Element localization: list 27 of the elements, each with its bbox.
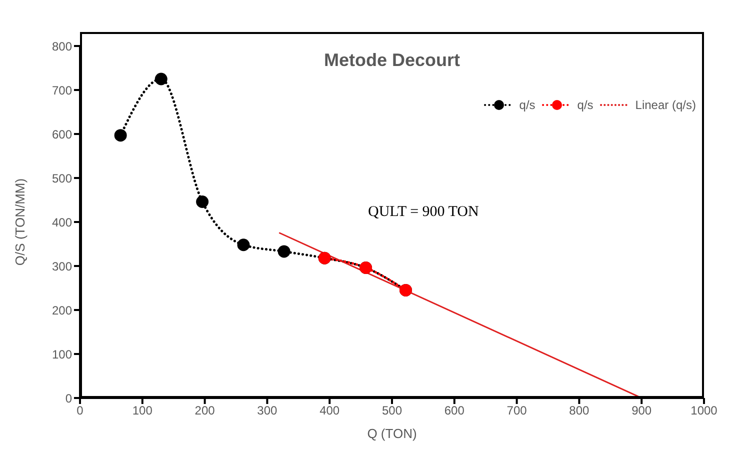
x-tick-label: 300	[257, 404, 278, 418]
y-tick-label: 500	[52, 171, 72, 186]
y-tick-label: 0	[65, 391, 72, 406]
y-tick-label: 400	[52, 215, 72, 230]
x-tick-label: 400	[320, 404, 340, 418]
legend-label: q/s	[519, 98, 536, 112]
x-tick-label: 500	[382, 404, 402, 418]
y-axis-title: Q/S (TON/MM)	[12, 178, 28, 266]
chart-title: Metode Decourt	[322, 50, 461, 71]
legend-label: q/s	[577, 98, 594, 112]
x-axis-title: Q (TON)	[367, 426, 417, 441]
y-tick-label: 100	[52, 347, 72, 362]
y-tick-label: 700	[52, 83, 72, 98]
legend-label: Linear (q/s)	[635, 98, 696, 112]
x-tick-label: 900	[632, 404, 652, 418]
y-tick-label: 600	[52, 127, 72, 142]
x-tick-label: 100	[132, 404, 153, 418]
x-tick-label: 200	[194, 404, 216, 418]
y-tick-label: 200	[52, 303, 72, 318]
y-tick-label: 800	[52, 39, 72, 54]
x-tick-label: 700	[506, 404, 528, 418]
x-tick-label: 800	[569, 404, 590, 418]
x-tick-label: 600	[444, 404, 465, 418]
annotation: QULT = 900 TON	[368, 204, 479, 221]
x-tick-label: 0	[76, 404, 84, 418]
x-tick-label: 1000	[690, 404, 718, 418]
y-tick-label: 300	[52, 259, 72, 274]
